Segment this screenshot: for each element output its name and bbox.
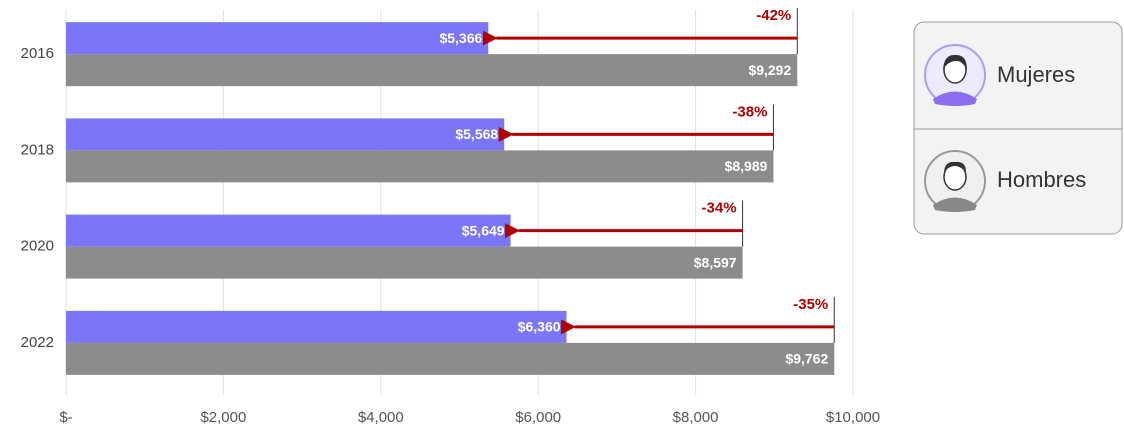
value-label: $9,292 bbox=[748, 62, 791, 78]
legend-label: Mujeres bbox=[997, 62, 1075, 87]
icon-hombres bbox=[924, 150, 986, 212]
x-tick-label: $4,000 bbox=[358, 409, 404, 426]
value-label: $5,366 bbox=[439, 30, 482, 46]
value-label: $9,762 bbox=[785, 351, 828, 367]
value-label: $6,360 bbox=[518, 319, 561, 335]
x-tick-label: $10,000 bbox=[826, 409, 880, 426]
gap-label: -38% bbox=[732, 103, 767, 120]
value-label: $5,649 bbox=[462, 222, 505, 238]
legend-label: Hombres bbox=[997, 167, 1086, 192]
gap-label: -34% bbox=[702, 200, 737, 217]
value-label: $8,597 bbox=[694, 254, 737, 270]
bar bbox=[66, 118, 505, 151]
x-tick-label: $- bbox=[59, 409, 72, 426]
gap-label: -42% bbox=[756, 7, 791, 24]
y-tick-label: 2018 bbox=[21, 141, 54, 158]
bar bbox=[66, 150, 774, 183]
value-label: $5,568 bbox=[455, 126, 498, 142]
bar bbox=[66, 54, 798, 87]
plot: 2016 $5,366 $9,292 -42% 2018 $5,568 $8,989 -38%… bbox=[21, 7, 835, 375]
bar bbox=[66, 310, 567, 343]
y-tick-label: 2016 bbox=[21, 45, 54, 62]
icon-mujeres bbox=[924, 44, 986, 106]
value-label: $8,989 bbox=[725, 158, 768, 174]
bar bbox=[66, 246, 743, 279]
x-tick-label: $2,000 bbox=[200, 409, 246, 426]
x-tick-label: $6,000 bbox=[515, 409, 561, 426]
x-tick-label: $8,000 bbox=[673, 409, 719, 426]
bar bbox=[66, 342, 835, 375]
bar bbox=[66, 214, 511, 247]
y-tick-label: 2020 bbox=[21, 238, 54, 255]
legend: Mujeres Hombres bbox=[913, 21, 1123, 235]
y-tick-label: 2022 bbox=[21, 334, 54, 351]
gap-label: -35% bbox=[793, 296, 828, 313]
bar bbox=[66, 22, 489, 55]
